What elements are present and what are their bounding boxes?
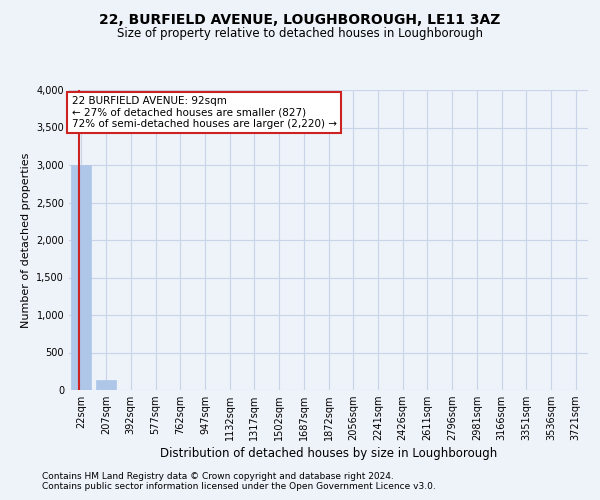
Text: 22, BURFIELD AVENUE, LOUGHBOROUGH, LE11 3AZ: 22, BURFIELD AVENUE, LOUGHBOROUGH, LE11 … xyxy=(100,12,500,26)
Bar xyxy=(71,165,91,390)
Text: Contains HM Land Registry data © Crown copyright and database right 2024.: Contains HM Land Registry data © Crown c… xyxy=(42,472,394,481)
X-axis label: Distribution of detached houses by size in Loughborough: Distribution of detached houses by size … xyxy=(160,448,497,460)
Text: Size of property relative to detached houses in Loughborough: Size of property relative to detached ho… xyxy=(117,28,483,40)
Y-axis label: Number of detached properties: Number of detached properties xyxy=(21,152,31,328)
Text: 22 BURFIELD AVENUE: 92sqm
← 27% of detached houses are smaller (827)
72% of semi: 22 BURFIELD AVENUE: 92sqm ← 27% of detac… xyxy=(71,96,337,129)
Text: Contains public sector information licensed under the Open Government Licence v3: Contains public sector information licen… xyxy=(42,482,436,491)
Bar xyxy=(96,380,116,390)
